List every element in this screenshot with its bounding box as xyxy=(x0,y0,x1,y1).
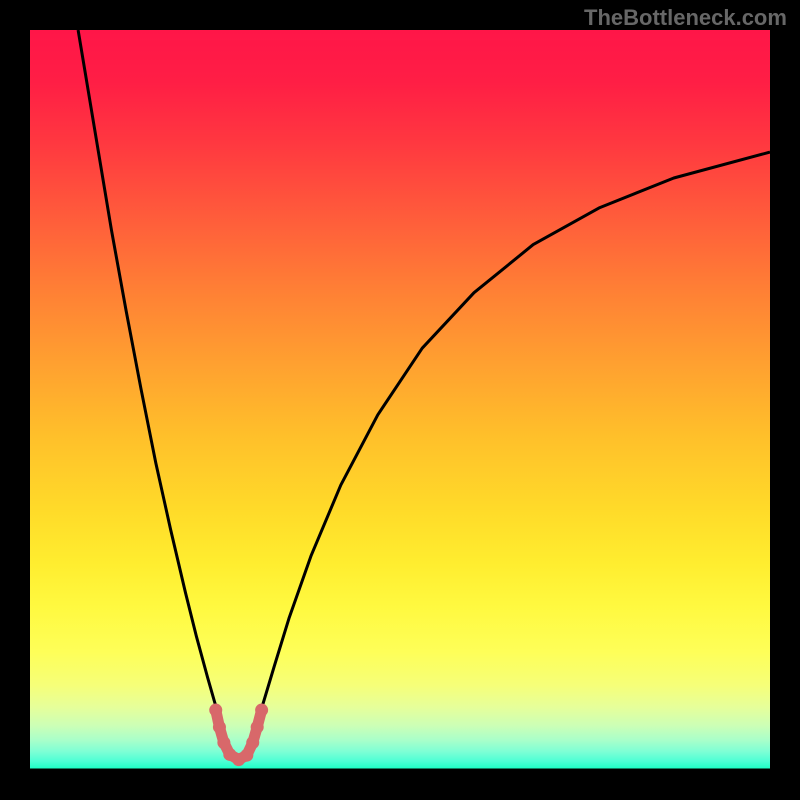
watermark-text: TheBottleneck.com xyxy=(584,5,787,31)
plot-area xyxy=(30,30,770,770)
valley-marker-dot xyxy=(209,704,222,717)
valley-marker-dot xyxy=(251,721,264,734)
gradient-background xyxy=(30,30,770,770)
valley-marker-dot xyxy=(255,704,268,717)
valley-marker-dot xyxy=(240,749,253,762)
bottleneck-chart xyxy=(0,0,800,800)
valley-marker-dot xyxy=(217,736,230,749)
valley-marker-dot xyxy=(246,736,259,749)
valley-marker-dot xyxy=(213,721,226,734)
